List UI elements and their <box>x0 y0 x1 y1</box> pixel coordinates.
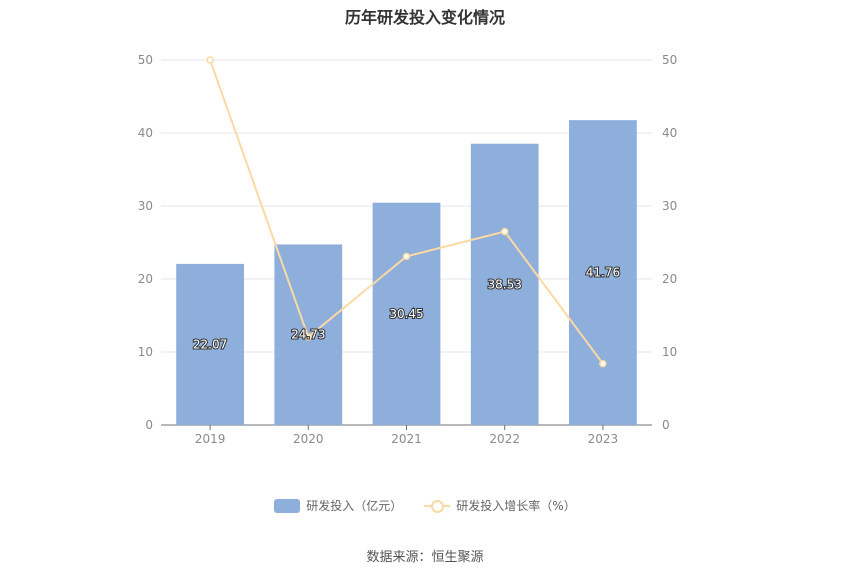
growth-rate-point <box>599 359 607 368</box>
chart-title: 历年研发投入变化情况 <box>344 8 505 27</box>
legend-label-rd-investment: 研发投入（亿元） <box>306 499 403 513</box>
growth-rate-point <box>206 56 214 64</box>
y2-tick-label: 30 <box>662 199 677 213</box>
legend-item-rd-investment[interactable]: 研发投入（亿元） <box>274 497 402 514</box>
y2-tick-label: 10 <box>662 345 677 359</box>
bar-data-label: 38.53 <box>488 277 522 291</box>
growth-rate-point <box>500 227 509 236</box>
y-tick-label: 20 <box>138 272 153 286</box>
legend-label-growth-rate: 研发投入增长率（%） <box>456 499 576 513</box>
legend-bar-swatch <box>274 498 301 513</box>
y-tick-label: 0 <box>145 418 153 432</box>
y-tick-label: 40 <box>138 126 153 140</box>
bar-data-label: 30.45 <box>389 307 423 321</box>
chart-area: 0 10 20 30 40 50 0 10 20 30 40 50 2019 2020 2021 2022 20… <box>138 53 678 446</box>
x-tick-label: 2021 <box>391 432 422 446</box>
bar-data-label: 24.73 <box>291 328 325 342</box>
legend: 研发投入（亿元） 研发投入增长率（%） <box>0 497 850 514</box>
bar <box>176 263 244 425</box>
growth-rate-point <box>402 252 411 261</box>
y2-tick-label: 50 <box>662 53 677 67</box>
x-tick-label: 2020 <box>293 432 324 446</box>
x-tick-label: 2023 <box>588 432 619 446</box>
bar <box>470 143 539 425</box>
legend-line-swatch <box>424 499 451 513</box>
y-tick-label: 30 <box>138 199 153 213</box>
bar-data-label: 22.07 <box>193 337 227 351</box>
source-note: 数据来源：恒生聚源 <box>366 550 484 565</box>
y2-tick-label: 40 <box>662 126 677 140</box>
x-tick-label: 2019 <box>195 432 226 446</box>
legend-item-growth-rate[interactable]: 研发投入增长率（%） <box>424 497 576 514</box>
y2-tick-label: 20 <box>662 272 677 286</box>
y-tick-label: 50 <box>138 53 153 67</box>
growth-rate-point <box>304 333 313 341</box>
y2-tick-label: 0 <box>662 418 670 432</box>
y-tick-label: 10 <box>138 345 153 359</box>
x-tick-label: 2022 <box>489 432 520 446</box>
bar <box>569 120 637 425</box>
bar-data-label: 41.76 <box>586 266 620 280</box>
bar <box>372 202 441 425</box>
